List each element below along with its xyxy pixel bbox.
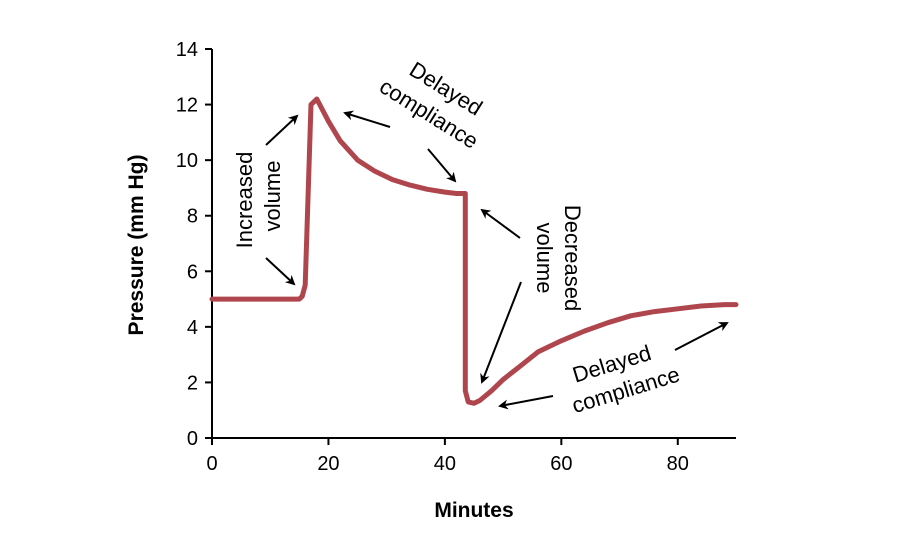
x-tick-label: 60 <box>550 453 572 475</box>
x-tick-label: 80 <box>667 453 689 475</box>
x-axis-title: Minutes <box>434 499 513 522</box>
y-tick-label: 14 <box>176 39 198 61</box>
y-tick-label: 2 <box>187 372 198 394</box>
axes: 0 2 4 6 8 10 12 14 0 20 40 60 80 <box>176 39 736 475</box>
y-tick-label: 4 <box>187 317 198 339</box>
annotation-increased-volume-line2: volume <box>260 161 285 232</box>
annotation-increased-volume-line1: Increased <box>232 152 257 249</box>
y-tick-label: 6 <box>187 261 198 283</box>
y-tick-label: 10 <box>176 150 198 172</box>
x-tick-label: 40 <box>434 453 456 475</box>
annotation-decreased-volume-line2: volume <box>532 223 557 294</box>
annotation-decreased-volume-line1: Decreased <box>560 205 585 311</box>
y-tick-label: 12 <box>176 95 198 117</box>
pressure-series-line <box>209 96 739 406</box>
y-tick-label: 0 <box>187 428 198 450</box>
y-tick-label: 8 <box>187 206 198 228</box>
x-tick-label: 0 <box>206 453 217 475</box>
arrow-decreased-volume-down <box>480 281 522 384</box>
arrow-delayed-compliance-top-left <box>343 110 391 128</box>
arrow-increased-volume-down <box>265 257 296 286</box>
arrow-delayed-compliance-bottom-left <box>498 395 554 410</box>
arrow-increased-volume-up <box>265 114 299 146</box>
arrow-delayed-compliance-bottom-right <box>674 322 729 351</box>
x-tick-label: 20 <box>317 453 339 475</box>
y-axis-title: Pressure (mm Hg) <box>125 155 148 336</box>
arrow-delayed-compliance-top-right <box>427 148 457 183</box>
arrow-decreased-volume-up <box>480 208 521 239</box>
